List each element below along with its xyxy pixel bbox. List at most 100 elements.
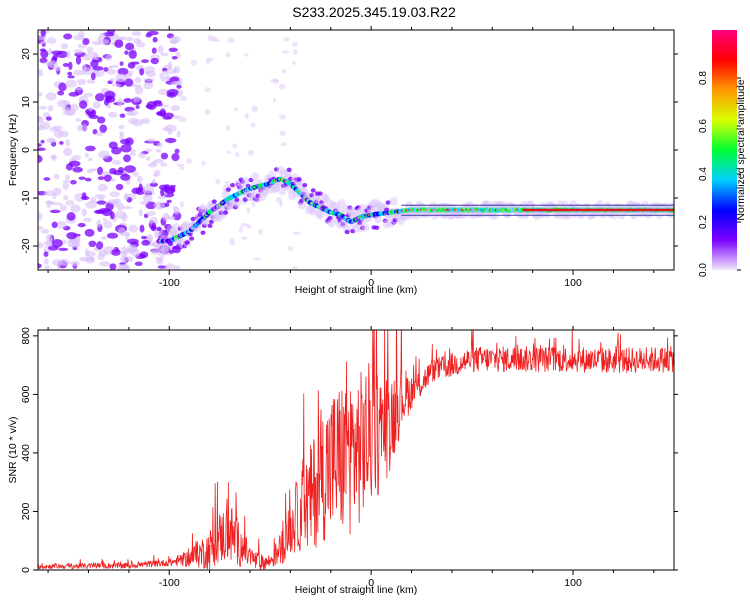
spectrogram-cell (40, 30, 46, 37)
spectrogram-cell (40, 228, 49, 234)
spectrogram-cell (86, 79, 96, 84)
spectrogram-cell (97, 183, 108, 192)
spectrogram-cell (51, 259, 64, 266)
spectrogram-cell (167, 61, 173, 71)
spectrogram-cell (151, 47, 157, 54)
spectrogram-cell (135, 105, 140, 109)
spectrogram-cell (128, 50, 137, 59)
spectrogram-cell (279, 83, 286, 90)
spectrogram-cell (70, 260, 80, 267)
spectrogram-cell (120, 138, 131, 145)
spectrogram-cell (111, 248, 121, 256)
spectrogram-cell (45, 92, 57, 101)
spectrogram-cell (144, 148, 153, 153)
spectrogram-cell (115, 73, 127, 83)
spectrogram-cell (96, 116, 106, 124)
spectrogram-cell (102, 32, 115, 37)
spectrogram-cell (98, 150, 110, 159)
spectrogram-cell (235, 151, 240, 158)
spectrogram-cell (136, 175, 143, 183)
spectrogram-cell (49, 209, 61, 214)
spectrogram-cell (167, 128, 173, 135)
spectrogram-cell (119, 132, 124, 142)
spectrogram-cell (105, 202, 114, 212)
spectrogram-cell (173, 265, 181, 270)
spectrogram-cell (88, 157, 93, 162)
spectrogram-cell (59, 140, 64, 145)
spectrogram-cell (141, 235, 147, 240)
figure-title: S233.2025.345.19.03.R22 (292, 4, 456, 20)
spectrogram-cell (166, 89, 179, 97)
spectrogram-cell (279, 130, 286, 136)
spectrogram-cell (151, 160, 158, 166)
spectrogram-cell (178, 116, 187, 123)
spectrogram-x-tick-label: -100 (159, 277, 180, 289)
spectrogram-cell (176, 163, 185, 167)
spectrogram-cell (132, 171, 139, 177)
spectrogram-cell (296, 177, 302, 182)
spectrogram-cell (38, 116, 44, 124)
snr-x-tick-label: 0 (368, 577, 374, 589)
spectrogram-cell (101, 236, 108, 240)
spectrogram-cell (142, 186, 155, 194)
spectrogram-cell (38, 143, 42, 147)
spectrogram-cell (241, 236, 248, 240)
spectrogram-cell (120, 173, 131, 181)
spectrogram-cell (361, 222, 370, 232)
spectrogram-cell (105, 54, 113, 61)
spectrogram-cell (158, 88, 169, 96)
spectrogram-cell (127, 62, 136, 69)
spectrogram-cell (40, 40, 48, 45)
spectrogram-cell (139, 251, 149, 259)
spectrogram-cell (157, 257, 163, 262)
spectrogram-cell (60, 43, 69, 50)
snr-series-line (38, 330, 674, 570)
spectrogram-cell (39, 121, 51, 130)
spectrogram-cell (190, 216, 196, 222)
spectrogram-cell (57, 99, 69, 108)
spectrogram-cell (93, 68, 105, 78)
snr-ticks: -100 0 100 0 200 400 600 800 (20, 326, 678, 589)
spectrogram-cell (224, 180, 231, 184)
spectrogram-cell (77, 43, 87, 49)
spectrogram-cell (164, 137, 177, 144)
spectrogram-cell (166, 199, 172, 203)
spectrogram-cell (162, 212, 170, 222)
spectrogram-cell (104, 90, 116, 100)
spectrogram-cell (117, 97, 124, 107)
spectrogram-cell (302, 182, 308, 188)
snr-panel: -100 0 100 0 200 400 600 800 Height of straight… (7, 326, 678, 596)
spectrogram-cell (90, 60, 99, 68)
spectrogram-cell (169, 76, 180, 83)
spectrogram-cell (200, 230, 206, 235)
spectrogram-cell (86, 46, 94, 53)
spectrogram-cell (51, 221, 58, 229)
spectrogram-cell (162, 70, 170, 75)
spectrogram-cell (134, 76, 142, 84)
spectrogram-cell (119, 36, 128, 41)
spectrogram-cell (57, 90, 65, 96)
spectrogram-cell (38, 69, 44, 77)
spectrogram-cell (226, 150, 232, 154)
spectrogram-cell (131, 83, 142, 88)
spectrogram-y-label: Frequency (Hz) (7, 114, 19, 186)
spectrogram-cell (120, 267, 127, 270)
spectrogram-cell (176, 84, 182, 89)
spectrogram-cell (77, 124, 83, 132)
spectrogram-cell (234, 197, 240, 203)
spectrogram-cell (104, 98, 110, 106)
spectrogram-cell (65, 139, 70, 147)
spectrogram-cell (84, 177, 92, 182)
spectrogram-cell (66, 212, 76, 221)
spectrogram-cell (279, 200, 283, 208)
spectrogram-cell (160, 52, 169, 57)
spectrogram-cell (172, 205, 178, 211)
spectrogram-heatmap (38, 30, 674, 270)
spectrogram-cell (258, 228, 263, 235)
snr-y-tick-label: 600 (20, 385, 32, 403)
spectrogram-cell (169, 40, 178, 44)
snr-y-tick-label: 200 (20, 503, 32, 521)
spectrogram-cell (47, 104, 54, 112)
spectrogram-cell (246, 207, 251, 214)
spectrogram-cell (38, 225, 44, 230)
